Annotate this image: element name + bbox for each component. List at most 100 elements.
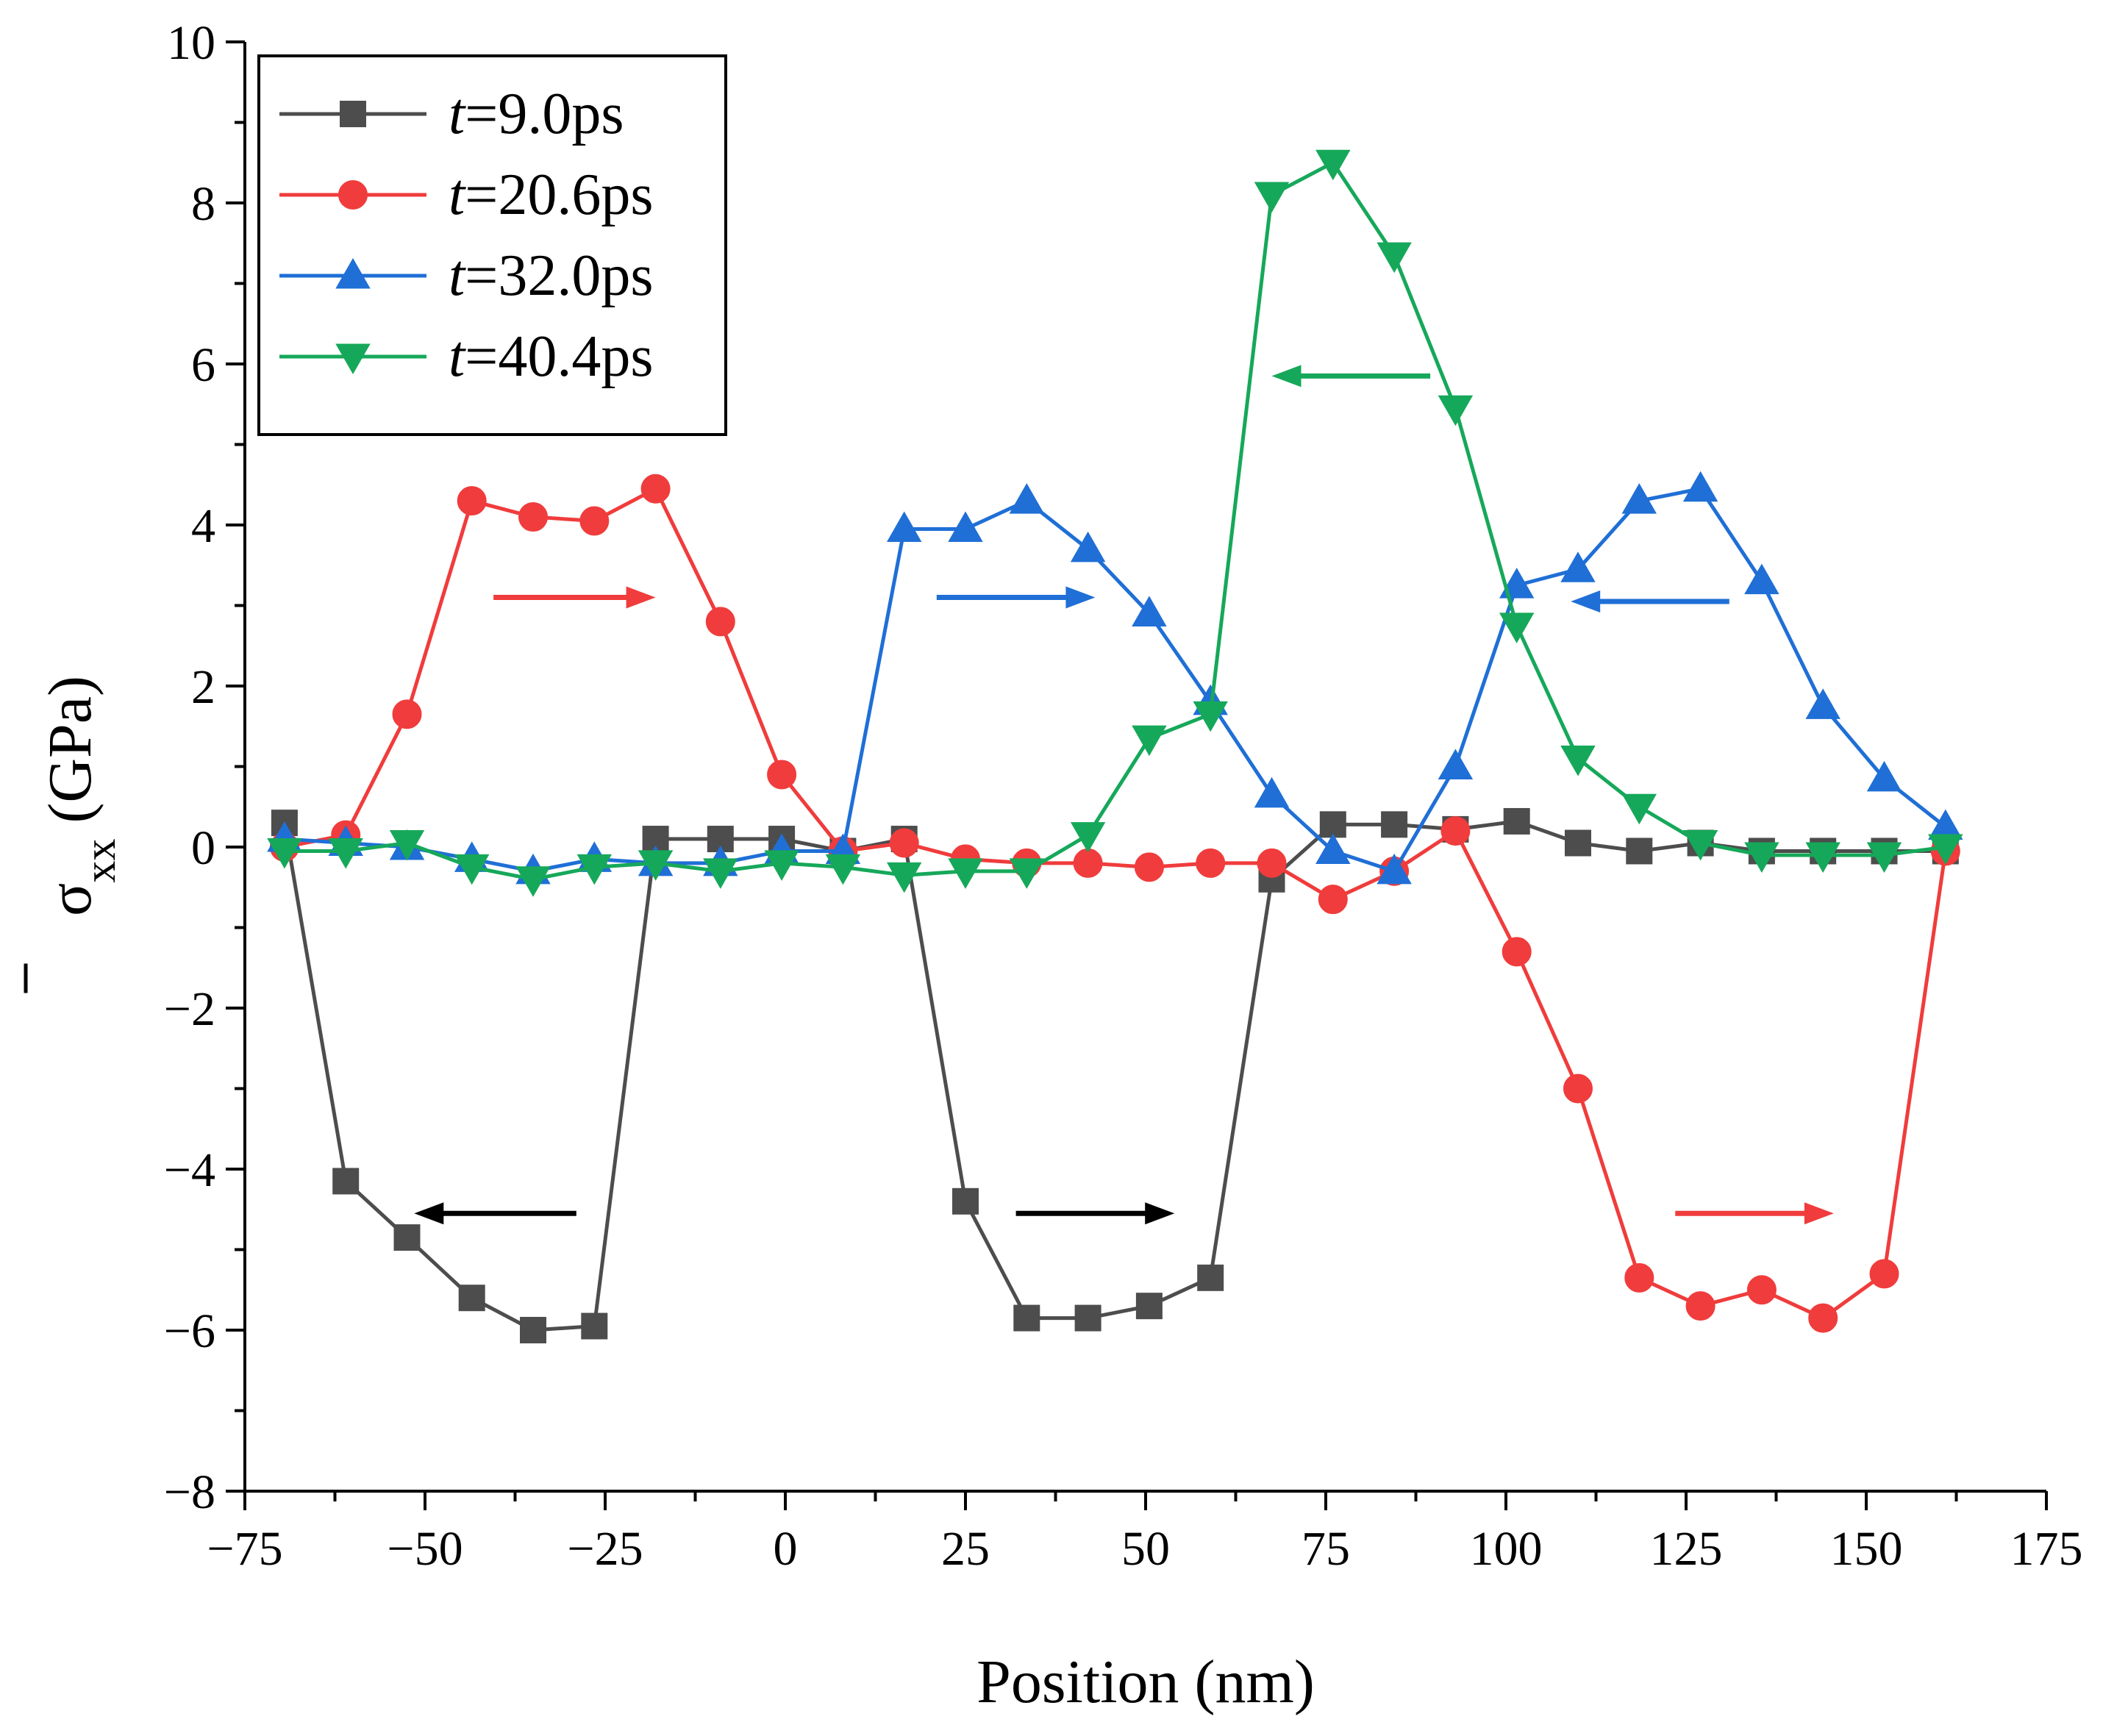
data-point — [1070, 531, 1106, 562]
data-point — [518, 502, 548, 532]
legend-label-italic: t — [449, 243, 466, 308]
data-point — [1073, 848, 1103, 878]
data-point — [1196, 848, 1226, 878]
data-point — [764, 850, 799, 881]
data-point — [1744, 563, 1779, 595]
y-tick-label: 8 — [191, 177, 215, 231]
data-point — [767, 760, 797, 790]
data-point — [948, 511, 983, 542]
data-point — [889, 828, 919, 858]
x-tick-label: 75 — [1302, 1522, 1350, 1576]
legend-label: t=9.0ps — [449, 82, 624, 146]
data-point — [1866, 760, 1902, 792]
legend-box — [257, 54, 727, 436]
legend-item: t=32.0ps — [279, 243, 653, 308]
data-point — [703, 858, 738, 889]
legend-label-italic: t — [449, 162, 466, 227]
x-axis-title: Position (nm) — [976, 1648, 1315, 1716]
x-tick-label: 25 — [941, 1522, 990, 1576]
data-point — [515, 866, 551, 897]
data-point — [1682, 471, 1718, 502]
y-tick-label: −8 — [164, 1465, 215, 1519]
y-tick-label: 6 — [191, 338, 215, 392]
data-point — [638, 850, 674, 881]
annotation-arrow — [1015, 1202, 1175, 1225]
data-point — [1070, 822, 1106, 853]
legend-marker — [338, 180, 368, 210]
data-point — [576, 854, 613, 885]
data-point — [640, 474, 671, 504]
data-point — [1560, 746, 1596, 776]
data-point — [520, 1317, 546, 1343]
y-tick-label: 2 — [191, 660, 215, 714]
data-point — [1132, 596, 1167, 626]
x-tick-label: 125 — [1650, 1522, 1723, 1576]
legend-marker — [335, 343, 371, 375]
svg-text:σxx (GPa): σxx (GPa) — [36, 676, 124, 916]
legend-label: t=20.6ps — [449, 162, 653, 227]
data-point — [1074, 1304, 1102, 1332]
data-point — [1624, 1262, 1654, 1293]
data-point — [825, 854, 861, 885]
x-tick-label: 175 — [2010, 1522, 2083, 1576]
data-point — [1318, 885, 1348, 915]
y-tick-label: −2 — [164, 982, 215, 1036]
data-point — [1254, 776, 1290, 808]
data-point — [1502, 937, 1532, 967]
y-tick-label: 0 — [191, 821, 215, 875]
data-point — [1257, 848, 1287, 878]
legend-label-rest: =9.0ps — [465, 82, 624, 146]
data-point — [1626, 837, 1653, 865]
data-point — [1135, 1293, 1163, 1320]
y-axis-title-subscript: xx — [76, 839, 124, 883]
data-point — [952, 1187, 979, 1215]
data-point — [1560, 551, 1596, 582]
data-point — [457, 486, 487, 516]
annotation-arrow — [936, 586, 1096, 609]
x-tick-label: −50 — [387, 1522, 463, 1576]
data-point — [1319, 811, 1346, 838]
data-point — [1009, 858, 1045, 889]
y-tick-label: −4 — [164, 1143, 215, 1197]
x-tick-label: −75 — [207, 1522, 282, 1576]
data-point — [1808, 1303, 1838, 1333]
data-point — [1685, 1291, 1715, 1321]
data-point — [1193, 701, 1228, 732]
data-point — [393, 1224, 421, 1251]
series-4 — [267, 149, 1963, 897]
annotation-arrow — [1571, 590, 1729, 613]
data-point — [1254, 182, 1290, 213]
y-axis-title-symbol: σ — [36, 883, 104, 916]
legend-marker — [340, 101, 366, 127]
data-point — [1438, 749, 1474, 779]
data-point — [1928, 834, 1963, 865]
data-point — [1621, 793, 1657, 825]
legend-item: t=9.0ps — [279, 82, 624, 146]
data-point — [458, 1285, 485, 1312]
legend-label-rest: =40.4ps — [465, 324, 653, 389]
series-3 — [267, 471, 1963, 885]
data-point — [1744, 842, 1779, 873]
data-point — [1805, 842, 1840, 873]
data-point — [1503, 807, 1530, 835]
data-point — [705, 607, 735, 637]
legend-item: t=40.4ps — [279, 324, 653, 389]
data-point — [1132, 725, 1167, 757]
plot-area: −75 −50 −25 0 25 50 75 100 125 150 175 −8 −6 −4 −2 0 2 4 6… — [164, 16, 2083, 1576]
data-point — [886, 862, 922, 893]
x-tick-label: 100 — [1470, 1522, 1543, 1576]
data-point — [1621, 483, 1657, 514]
data-point — [579, 506, 610, 536]
series-line — [284, 487, 1948, 1321]
legend-label-italic: t — [449, 324, 466, 389]
y-axis-title-unit: (GPa) — [36, 676, 104, 839]
legend-label-italic: t — [449, 82, 466, 146]
y-tick-label: 4 — [191, 499, 215, 553]
data-point — [1438, 395, 1474, 426]
series-group — [267, 149, 1963, 1343]
series-line — [284, 160, 1946, 882]
series-line — [282, 819, 1946, 1332]
axes: −75 −50 −25 0 25 50 75 100 125 150 175 −8 −6 −4 −2 0 2 4 6… — [164, 16, 2083, 1576]
data-point — [389, 830, 425, 861]
